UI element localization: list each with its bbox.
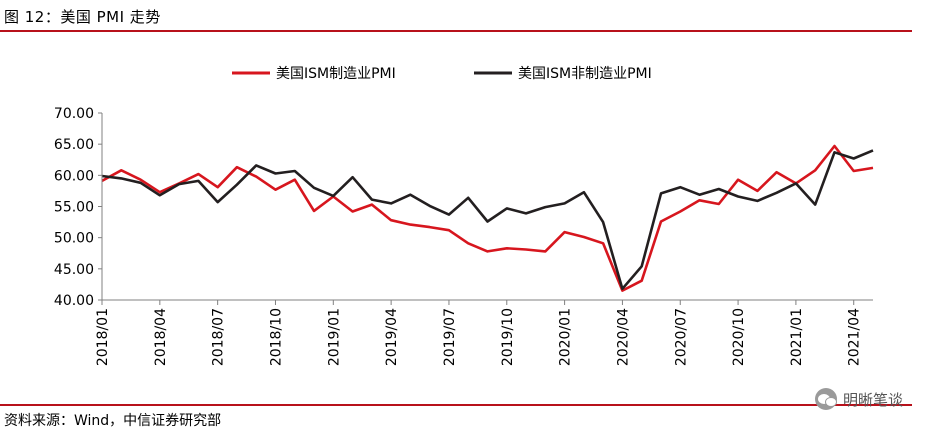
x-tick-label: 2018/10 [268, 308, 284, 366]
series-line-manufacturing [101, 144, 874, 292]
y-tick-label: 60.00 [54, 168, 94, 184]
y-tick-label: 55.00 [54, 200, 94, 216]
wechat-logo-icon [814, 388, 837, 410]
series-line-non-manufacturing [101, 149, 874, 291]
y-tick-label: 70.00 [54, 106, 94, 122]
bottom-rule [0, 404, 912, 406]
series-lines [101, 144, 874, 292]
x-tick-label: 2020/07 [673, 308, 689, 366]
top-rule [0, 30, 912, 32]
y-tick-label: 40.00 [54, 293, 94, 309]
source-note: 资料来源：Wind，中信证券研究部 [4, 413, 222, 429]
y-tick-label: 45.00 [54, 262, 94, 278]
x-tick-label: 2020/01 [558, 308, 574, 366]
x-axis: 2018/01 2018/04 2018/07 2018/10 2019/01 2019/… [95, 299, 873, 366]
x-tick-label: 2019/01 [326, 308, 342, 366]
x-tick-label: 2018/07 [211, 308, 227, 366]
x-tick-label: 2021/04 [847, 308, 863, 366]
x-tick-label: 2018/04 [153, 308, 169, 366]
x-tick-label: 2021/01 [789, 308, 805, 366]
x-tick-label: 2019/04 [384, 308, 400, 366]
x-tick-label: 2019/07 [442, 308, 458, 366]
x-tick-label: 2020/10 [731, 308, 747, 366]
y-tick-label: 65.00 [54, 137, 94, 153]
legend-label-manufacturing: 美国ISM制造业PMI [276, 66, 396, 82]
x-tick-label: 2018/01 [95, 308, 111, 366]
y-tick-label: 50.00 [54, 231, 94, 247]
legend-label-non-manufacturing: 美国ISM非制造业PMI [518, 66, 652, 82]
figure-title: 图 12：美国 PMI 走势 [4, 8, 161, 26]
x-tick-label: 2019/10 [500, 308, 516, 366]
watermark: 明晰笔谈 [814, 388, 903, 410]
watermark-label: 明晰笔谈 [842, 390, 903, 409]
y-axis: 70.00 65.00 60.00 55.00 50.00 45.00 40.00 [54, 106, 103, 309]
x-tick-label: 2020/04 [615, 308, 631, 366]
legend: 美国ISM制造业PMI 美国ISM非制造业PMI [232, 66, 652, 82]
